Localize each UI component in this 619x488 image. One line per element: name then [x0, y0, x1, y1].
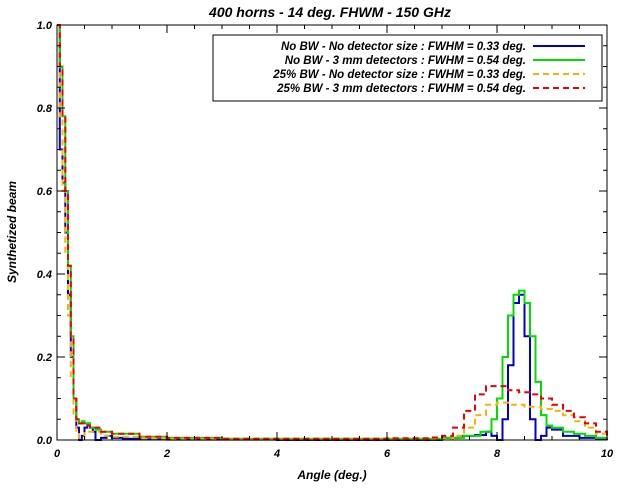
y-tick-label: 0.4 — [37, 269, 52, 281]
axes: 0 2 4 6 8 10 0.0 0.2 0.4 0.6 0.8 1.0 — [37, 20, 614, 460]
legend-label-4: 25% BW - 3 mm detectors : FWHM = 0.54 de… — [276, 83, 526, 95]
y-axis-title: Synthetized beam — [5, 181, 19, 283]
y-tick-label: 0.8 — [37, 103, 53, 115]
x-tick-label: 0 — [54, 448, 61, 460]
y-tick-label: 0.0 — [37, 435, 53, 447]
y-tick-label: 1.0 — [37, 20, 53, 32]
x-axis-title: Angle (deg.) — [296, 468, 366, 482]
y-tick-label: 0.2 — [37, 352, 52, 364]
y-tick-label: 0.6 — [37, 186, 53, 198]
x-tick-label: 8 — [494, 448, 501, 460]
legend-label-3: 25% BW - No detector size : FWHM = 0.33 … — [272, 69, 526, 81]
x-tick-label: 4 — [273, 448, 280, 460]
legend-label-2: No BW - 3 mm detectors : FWHM = 0.54 deg… — [285, 55, 526, 67]
legend-label-1: No BW - No detector size : FWHM = 0.33 d… — [281, 41, 526, 53]
chart-title: 400 horns - 14 deg. FHWM - 150 GHz — [208, 4, 451, 20]
x-tick-label: 6 — [384, 448, 391, 460]
x-tick-label: 10 — [601, 448, 614, 460]
legend: No BW - No detector size : FWHM = 0.33 d… — [212, 34, 603, 102]
x-tick-label: 2 — [163, 448, 170, 460]
